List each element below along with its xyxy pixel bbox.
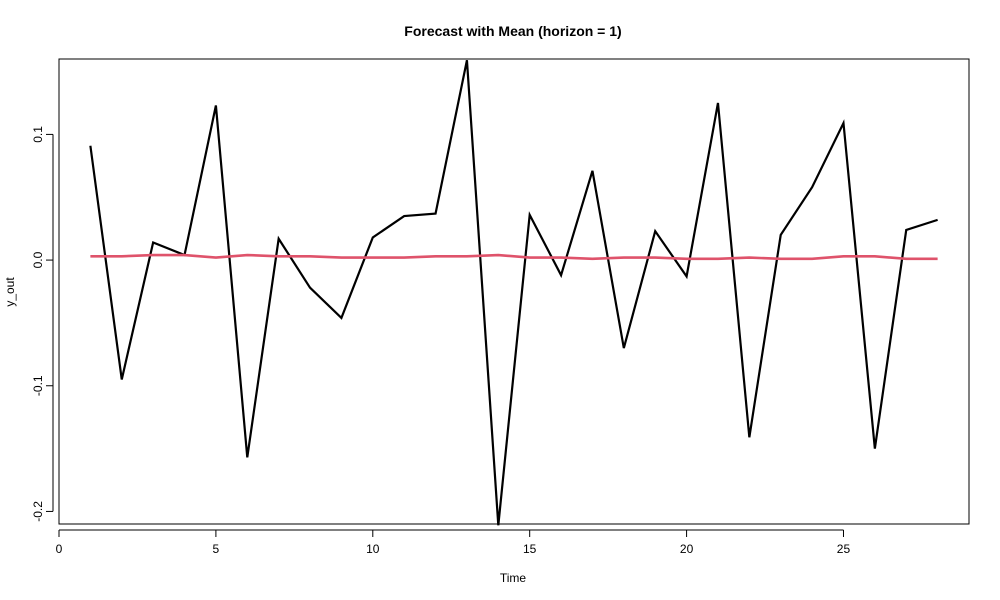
x-tick-label: 20 [680, 542, 694, 556]
x-tick-label: 5 [213, 542, 220, 556]
plot-frame [58, 58, 970, 525]
x-tick-label: 25 [837, 542, 851, 556]
y-tick-label: 0.0 [31, 251, 45, 268]
y-axis-label: y_out [3, 277, 17, 307]
x-tick-label: 15 [523, 542, 537, 556]
series-line-forecast-mean [90, 253, 938, 261]
series-layer [89, 60, 938, 526]
y-axis: -0.2 -0.1 0.0 0.1 [31, 126, 54, 522]
chart-title: Forecast with Mean (horizon = 1) [404, 23, 621, 39]
series-line-observed [89, 60, 938, 526]
x-axis: 0 5 10 15 20 25 [56, 529, 851, 556]
x-tick-label: 0 [56, 542, 63, 556]
y-tick-label: -0.2 [31, 501, 45, 522]
y-tick-label: -0.1 [31, 375, 45, 396]
x-tick-label: 10 [366, 542, 380, 556]
y-tick-label: 0.1 [31, 126, 45, 143]
x-axis-label: Time [500, 571, 527, 585]
